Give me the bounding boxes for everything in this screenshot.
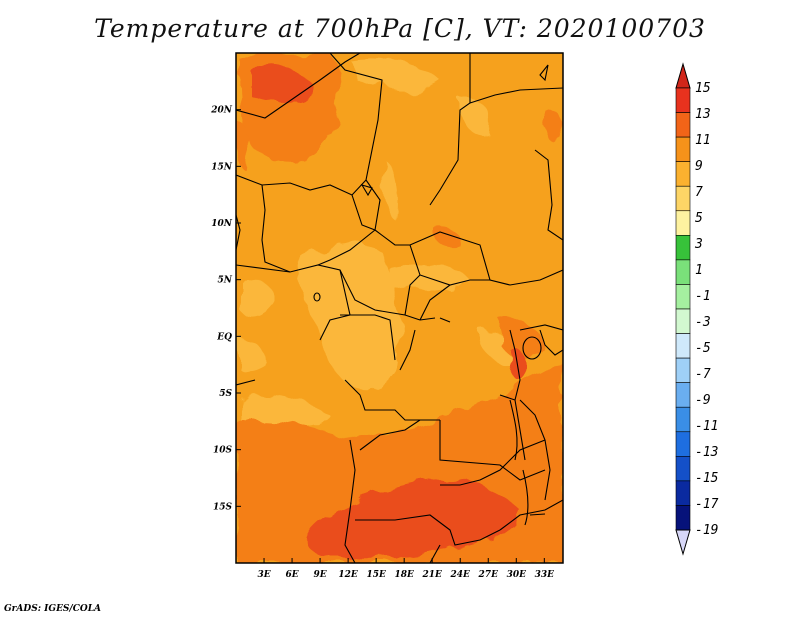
colorbar-segment <box>675 259 691 285</box>
axis-ticks: 3E 6E 9E 12E 15E 18E 21E 24E 27E 30E 33E 20N 15N 10N 5… <box>210 106 554 580</box>
colorbar-label: -13 <box>695 445 718 460</box>
colorbar-segment <box>675 136 691 162</box>
colorbar-legend: 15 13 11 9 7 5 3 1 -1 -3 -5 -7 -9 -11 -13 -15 -17 -19 <box>675 62 719 556</box>
colorbar-label: -19 <box>695 523 718 538</box>
colorbar-segment <box>675 112 691 138</box>
y-tick-label: EQ <box>216 332 232 342</box>
colorbar-segment <box>675 456 691 482</box>
colorbar-segment <box>675 480 691 506</box>
colorbar-segment <box>675 505 691 531</box>
x-tick-label: 24E <box>450 570 471 580</box>
colorbar-label: 5 <box>695 211 703 226</box>
x-tick-label: 33E <box>535 570 555 580</box>
colorbar-label: 13 <box>695 107 711 122</box>
x-tick-label: 9E <box>314 570 327 580</box>
country-boundaries <box>236 53 563 563</box>
x-tick-label: 18E <box>394 570 414 580</box>
colorbar-label: 11 <box>695 133 711 148</box>
colorbar-label: -1 <box>695 289 711 304</box>
colorbar-label: -3 <box>695 315 711 330</box>
x-tick-label: 27E <box>478 570 499 580</box>
colorbar-label: -5 <box>695 341 711 356</box>
colorbar-segment <box>675 210 691 236</box>
colorbar-segment <box>675 87 691 113</box>
colorbar-label: -17 <box>695 497 719 512</box>
temperature-field <box>236 53 563 563</box>
y-tick-label: 10N <box>211 219 233 229</box>
grads-credit: GrADS: IGES/COLA <box>4 604 102 614</box>
colorbar-segment <box>675 406 691 433</box>
x-tick-label: 30E <box>507 570 527 580</box>
y-tick-label: 5N <box>218 276 233 286</box>
chart-title: Temperature at 700hPa [C], VT: 202010070… <box>94 14 706 43</box>
colorbar-under-arrow <box>675 529 691 556</box>
colorbar-segment <box>675 357 691 383</box>
colorbar-segment <box>675 333 691 359</box>
colorbar-label: 1 <box>695 263 703 278</box>
colorbar-segment <box>675 431 691 457</box>
y-tick-label: 10S <box>213 446 233 456</box>
x-tick-label: 12E <box>338 570 358 580</box>
colorbar-label: 7 <box>695 185 703 200</box>
colorbar-segment <box>675 308 691 334</box>
colorbar-label: 15 <box>695 81 711 96</box>
x-tick-label: 3E <box>257 570 270 580</box>
y-tick-label: 15S <box>213 502 233 512</box>
lake-outlines <box>313 64 549 526</box>
colorbar-segment <box>675 382 691 408</box>
colorbar-label: 3 <box>694 237 703 252</box>
colorbar-segment <box>675 235 691 261</box>
colorbar-label: -9 <box>695 393 711 408</box>
y-tick-label: 15N <box>211 162 233 172</box>
x-tick-label: 21E <box>422 570 443 580</box>
x-tick-label: 6E <box>285 570 298 580</box>
colorbar-label: -7 <box>695 367 711 382</box>
y-tick-label: 20N <box>210 106 233 116</box>
map-frame <box>235 52 564 564</box>
colorbar-segment <box>675 161 691 187</box>
colorbar-label: -11 <box>695 419 718 434</box>
colorbar-segment <box>675 284 691 310</box>
x-tick-label: 15E <box>366 570 386 580</box>
colorbar-label: -15 <box>695 471 719 486</box>
y-tick-label: 5S <box>219 389 232 399</box>
colorbar-label: 9 <box>695 159 703 174</box>
colorbar-segment <box>675 185 691 212</box>
colorbar-over-arrow <box>675 62 691 89</box>
